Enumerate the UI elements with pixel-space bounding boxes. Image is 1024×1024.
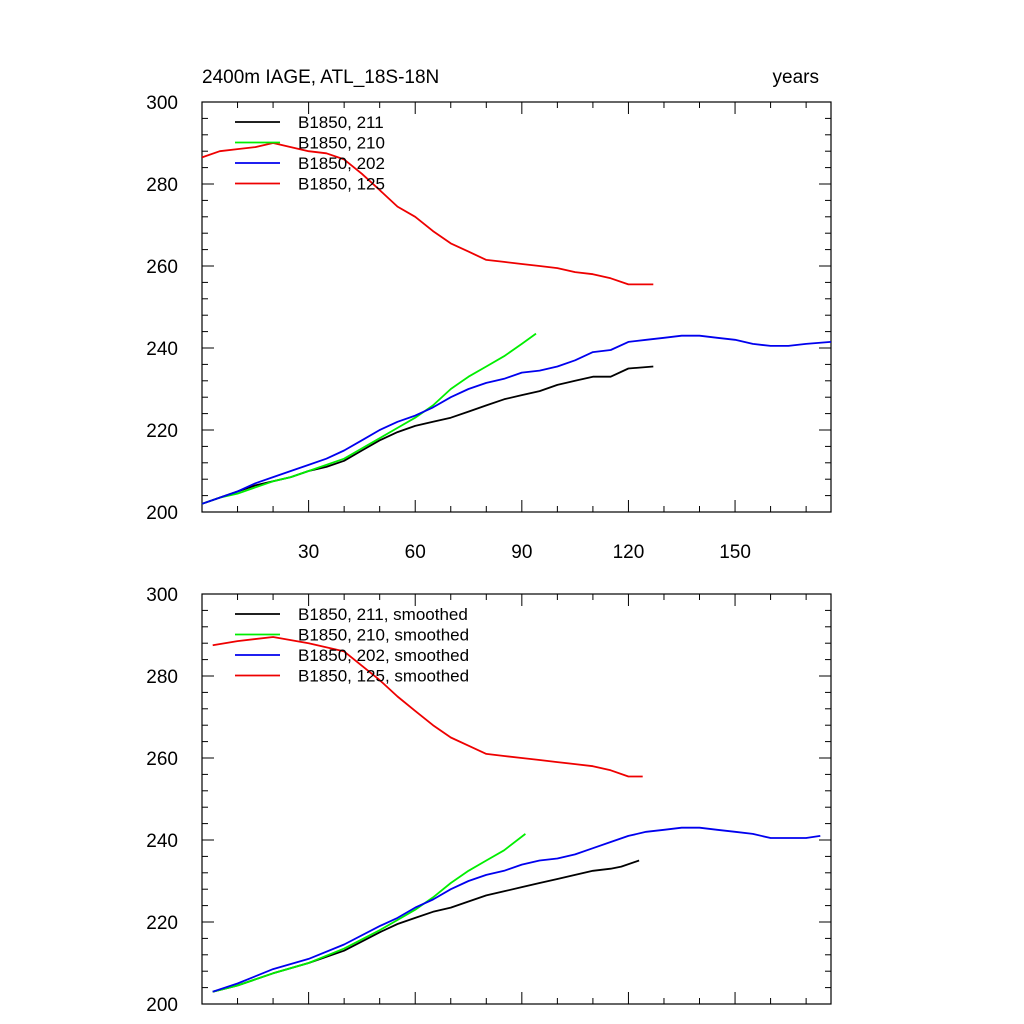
y-tick-label: 260: [146, 257, 178, 278]
legend-label: B1850, 125: [298, 175, 385, 194]
legend-label: B1850, 211: [298, 113, 384, 132]
series-line-1: [201, 332, 537, 505]
x-tick-label: 90: [511, 542, 532, 563]
series-line-3: [201, 142, 654, 286]
legend-label: B1850, 211, smoothed: [298, 605, 468, 624]
plot-frame: [201, 593, 832, 1005]
legend-label: B1850, 125, smoothed: [298, 667, 469, 686]
chart-units-label: years: [773, 67, 819, 88]
y-tick-label: 240: [146, 339, 178, 360]
plot-frame: [201, 101, 832, 513]
y-tick-label: 300: [146, 93, 178, 114]
y-tick-label: 300: [146, 585, 178, 606]
bottom-panel: 200 220 240 260 280 300 B1850, 211, smoothed B1…: [146, 585, 832, 1016]
y-tick-label: 220: [146, 421, 178, 442]
y-tick-label: 220: [146, 913, 178, 934]
legend-label: B1850, 210, smoothed: [298, 626, 469, 645]
legend-label: B1850, 202, smoothed: [298, 646, 469, 665]
series-line-2: [201, 334, 832, 505]
x-tick-label: 30: [298, 542, 319, 563]
y-tick-label: 280: [146, 667, 178, 688]
series-line-1: [212, 833, 526, 993]
x-tick-label: 60: [405, 542, 426, 563]
top-panel: 200 220 240 260 280 300 30 60 90 120 150 B1850, 211…: [146, 93, 832, 563]
x-tick-label: 120: [613, 542, 645, 563]
chart-title: 2400m IAGE, ATL_18S-18N: [202, 67, 439, 88]
y-tick-label: 200: [146, 503, 178, 524]
series-line-2: [212, 826, 821, 993]
y-tick-label: 260: [146, 749, 178, 770]
legend-label: B1850, 202: [298, 154, 385, 173]
legend-label: B1850, 210: [298, 134, 385, 153]
series-line-3: [212, 636, 643, 778]
y-tick-label: 240: [146, 831, 178, 852]
y-tick-label: 200: [146, 995, 178, 1016]
x-tick-label: 150: [719, 542, 751, 563]
y-tick-label: 280: [146, 175, 178, 196]
